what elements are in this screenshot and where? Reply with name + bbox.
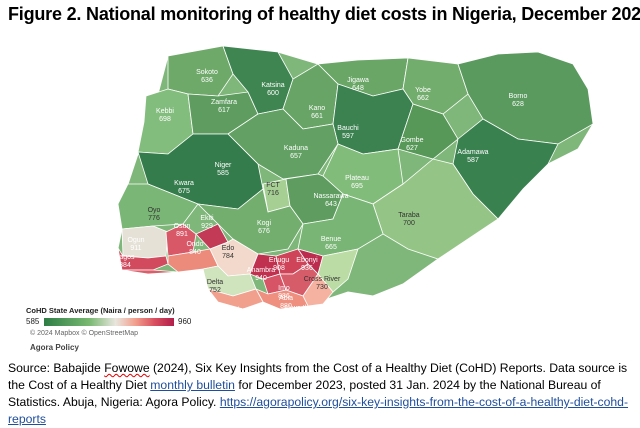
state-value-kwara: 675	[178, 188, 190, 195]
state-value-benue: 665	[325, 244, 337, 251]
state-name-yobe: Yobe	[415, 87, 431, 94]
source-prefix: Source: Babajide	[8, 361, 105, 375]
state-name-gombe: Gombe	[401, 137, 424, 144]
state-value-cross-river: 730	[316, 284, 328, 291]
state-osun	[165, 223, 197, 257]
state-value-bayelsa: 802	[228, 315, 240, 322]
state-name-bayelsa: Bayelsa	[222, 307, 247, 314]
state-value-fct: 716	[267, 190, 279, 197]
state-name-zamfara: Zamfara	[211, 99, 237, 106]
state-value-akwa-ibom: 800	[295, 313, 307, 320]
state-name-ekiti: Ekiti	[200, 215, 214, 222]
state-name-delta: Delta	[207, 279, 223, 286]
state-bayelsa	[206, 288, 264, 310]
state-value-bauchi: 597	[342, 133, 354, 140]
source-note: Source: Babajide Fowowe (2024), Six Key …	[8, 360, 634, 428]
state-value-kaduna: 657	[290, 153, 302, 160]
state-name-ebonyi: Ebonyi	[296, 257, 318, 264]
state-value-kano: 661	[311, 113, 323, 120]
state-name-kebbi: Kebbi	[156, 108, 174, 115]
state-name-cross-river: Cross River	[304, 276, 341, 283]
state-value-imo: 886	[278, 293, 290, 300]
state-value-ogun: 911	[130, 245, 141, 252]
state-value-edo: 784	[222, 253, 234, 260]
state-value-enugu: 908	[273, 265, 285, 272]
state-name-edo: Edo	[222, 245, 235, 252]
legend-max: 960	[178, 317, 192, 326]
state-name-lagos: Lagos	[115, 254, 135, 261]
state-name-enugu: Enugu	[269, 257, 289, 264]
monthly-bulletin-link[interactable]: monthly bulletin	[150, 378, 235, 392]
nigeria-map: Sokoto 636 Zamfara 617 Katsina 600 Jigawa 648 Yo…	[18, 34, 608, 334]
state-value-delta: 752	[209, 287, 221, 294]
state-value-zamfara: 617	[218, 107, 230, 114]
state-name-taraba: Taraba	[398, 212, 420, 219]
state-value-oyo: 776	[148, 215, 160, 222]
state-value-niger: 585	[217, 170, 229, 177]
source-author: Fowowe	[104, 361, 150, 375]
state-value-plateau: 695	[351, 183, 363, 190]
state-value-taraba: 700	[403, 220, 415, 227]
legend-title: CoHD State Average (Naira / person / day…	[26, 306, 175, 315]
legend-gradient-bar	[44, 318, 174, 326]
state-name-jigawa: Jigawa	[347, 77, 369, 84]
state-cross-river	[317, 248, 359, 293]
state-name-benue: Benue	[321, 236, 341, 243]
state-name-kogi: Kogi	[257, 220, 271, 227]
state-taraba	[372, 158, 499, 260]
state-name-nassarawa: Nassarawa	[313, 193, 348, 200]
state-name-oyo: Oyo	[148, 207, 161, 214]
state-name-fct: FCT	[266, 182, 280, 189]
state-rivers	[255, 288, 309, 310]
state-value-lagos: 884	[119, 262, 131, 269]
state-name-bauchi: Bauchi	[337, 125, 359, 132]
state-name-plateau: Plateau	[345, 175, 369, 182]
state-name-kano: Kano	[309, 105, 325, 112]
state-name-imo: Imo	[278, 285, 290, 292]
state-value-ondo: 840	[189, 249, 201, 256]
state-value-ebonyi: 936	[301, 265, 313, 272]
state-name-katsina: Katsina	[261, 82, 284, 89]
state-value-abia: 880	[280, 303, 292, 310]
source-after: for December 2023, posted 31 Jan. 2024 b…	[8, 378, 601, 409]
agora-policy-brand: Agora Policy	[30, 343, 79, 352]
map-credit: © 2024 Mapbox © OpenStreetMap	[30, 330, 138, 337]
state-value-katsina: 600	[267, 90, 279, 97]
state-name-kwara: Kwara	[174, 180, 194, 187]
state-value-kebbi: 698	[159, 116, 171, 123]
state-value-adamawa: 587	[467, 157, 479, 164]
state-value-anambra: 940	[255, 275, 267, 282]
state-name-abia: Abia	[279, 295, 293, 302]
state-gombe	[397, 103, 459, 160]
state-name-akwa-ibom: Akwa Ibom	[284, 305, 319, 312]
state-name-rivers: Rivers	[253, 305, 273, 312]
state-name-adamawa: Adamawa	[457, 149, 488, 156]
state-name-ogun: Ogun	[127, 237, 144, 244]
state-borno	[457, 51, 594, 145]
state-value-rivers: 863	[257, 313, 269, 320]
figure-title: Figure 2. National monitoring of healthy…	[8, 4, 640, 24]
state-value-gombe: 627	[406, 145, 418, 152]
state-name-kaduna: Kaduna	[284, 145, 308, 152]
legend-min: 585	[26, 317, 40, 326]
state-value-osun: 891	[176, 231, 188, 238]
state-value-kogi: 676	[258, 228, 270, 235]
state-value-borno: 628	[512, 101, 524, 108]
state-value-jigawa: 648	[352, 85, 364, 92]
state-name-borno: Borno	[509, 93, 528, 100]
state-name-sokoto: Sokoto	[196, 69, 218, 76]
state-value-yobe: 662	[417, 95, 429, 102]
state-value-ekiti: 929	[201, 223, 213, 230]
state-value-sokoto: 636	[201, 77, 213, 84]
state-name-ondo: Ondo	[186, 241, 203, 248]
source-mid: (2024), Six Key Insights from the Cost o…	[8, 361, 628, 392]
state-value-nassarawa: 643	[325, 201, 337, 208]
state-name-osun: Osun	[174, 223, 191, 230]
state-name-anambra: Anambra	[247, 267, 276, 274]
state-name-niger: Niger	[215, 162, 232, 169]
